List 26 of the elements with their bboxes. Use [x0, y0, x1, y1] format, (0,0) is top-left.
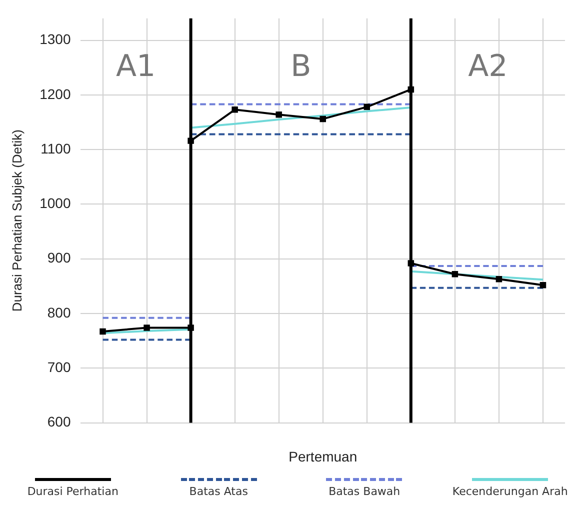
y-tick-label: 900 — [47, 250, 71, 266]
point — [144, 324, 150, 331]
point — [100, 328, 106, 335]
legend-label: Kecenderungan Arah — [452, 485, 568, 498]
x-axis-title: Pertemuan — [288, 448, 358, 464]
annotation: A2 — [468, 49, 508, 84]
point — [496, 276, 502, 282]
point — [452, 271, 458, 278]
y-tick-label: 1000 — [40, 195, 71, 212]
y-tick-label: 600 — [47, 414, 71, 430]
point — [364, 104, 370, 110]
y-axis-title: Durasi Perhatian Subjek (Detik) — [9, 130, 24, 312]
point — [540, 282, 546, 288]
y-tick-label: 1200 — [40, 86, 71, 102]
point — [232, 106, 238, 113]
y-tick-label: 1300 — [40, 31, 71, 48]
legend-label: Batas Atas — [189, 485, 248, 498]
legend-label: Batas Bawah — [328, 485, 400, 498]
point — [276, 111, 282, 118]
legend-label: Durasi Perhatian — [27, 485, 118, 498]
y-tick-label: 700 — [47, 359, 71, 376]
point — [320, 116, 326, 122]
annotation: B — [290, 49, 312, 84]
y-tick-label: 1100 — [40, 140, 71, 156]
annotation: A1 — [116, 49, 156, 84]
y-tick-label: 800 — [47, 304, 71, 320]
